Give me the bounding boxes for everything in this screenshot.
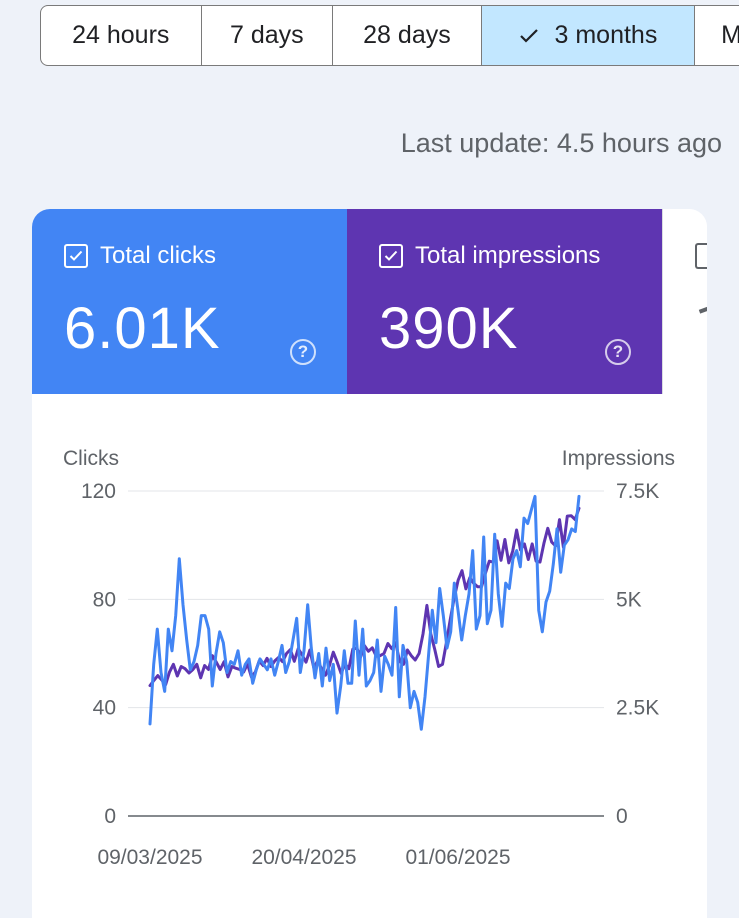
right-axis-label: Impressions [562, 447, 675, 470]
metric-value: 390K [379, 296, 519, 361]
x-tick-label: 09/03/2025 [97, 846, 202, 869]
metric-label: Total clicks [100, 242, 217, 269]
right-tick-label: 2.5K [616, 697, 659, 720]
help-icon[interactable]: ? [605, 339, 631, 365]
right-tick-label: 7.5K [616, 480, 659, 503]
right-tick-label: 5K [616, 588, 642, 611]
metric-total-clicks[interactable]: Total clicks 6.01K ? [32, 209, 347, 394]
checkbox-unchecked-icon[interactable] [695, 243, 707, 269]
left-axis-label: Clicks [63, 447, 119, 470]
range-tab-label: 7 days [230, 21, 304, 49]
metric-value: 6.01K [64, 296, 221, 361]
range-tab-label: 28 days [363, 21, 451, 49]
left-tick-label: 80 [93, 588, 116, 611]
checkmark-icon [519, 28, 539, 44]
x-tick-label: 01/06/2025 [405, 846, 510, 869]
performance-chart: 120 7.5K 80 5K 40 2.5K 0 0 Clicks Impressions 09/0… [32, 394, 707, 918]
range-tab-more[interactable]: M [695, 6, 739, 65]
range-tab-label: M [721, 21, 739, 50]
left-tick-label: 120 [81, 480, 116, 503]
right-tick-label: 0 [616, 805, 628, 828]
range-tab-3-months[interactable]: 3 months [481, 6, 696, 65]
x-tick-label: 20/04/2025 [251, 846, 356, 869]
range-tab-24-hours[interactable]: 24 hours [41, 6, 202, 65]
range-tab-28-days[interactable]: 28 days [333, 6, 482, 65]
last-update-text: Last update: 4.5 hours ago [400, 128, 722, 158]
metric-next-partial[interactable] [662, 209, 707, 394]
chart-svg: 120 7.5K 80 5K 40 2.5K 0 0 Clicks Impressions 09/0… [63, 447, 675, 869]
range-tab-7-days[interactable]: 7 days [202, 6, 334, 65]
metric-value-partial [698, 304, 707, 314]
left-tick-label: 40 [93, 697, 116, 720]
left-tick-label: 0 [104, 805, 116, 828]
range-tab-label: 3 months [554, 21, 658, 49]
help-icon[interactable]: ? [290, 339, 316, 365]
date-range-selector: 24 hours 7 days 28 days 3 months M [40, 5, 739, 66]
checkbox-checked-icon[interactable] [379, 244, 403, 268]
metric-total-impressions[interactable]: Total impressions 390K ? [347, 209, 662, 394]
performance-card: Total clicks 6.01K ? Total impressions 3… [32, 209, 707, 918]
checkbox-checked-icon[interactable] [64, 244, 88, 268]
series-line-clicks [148, 494, 581, 731]
range-tab-label: 24 hours [72, 21, 170, 49]
metric-label: Total impressions [415, 242, 601, 269]
